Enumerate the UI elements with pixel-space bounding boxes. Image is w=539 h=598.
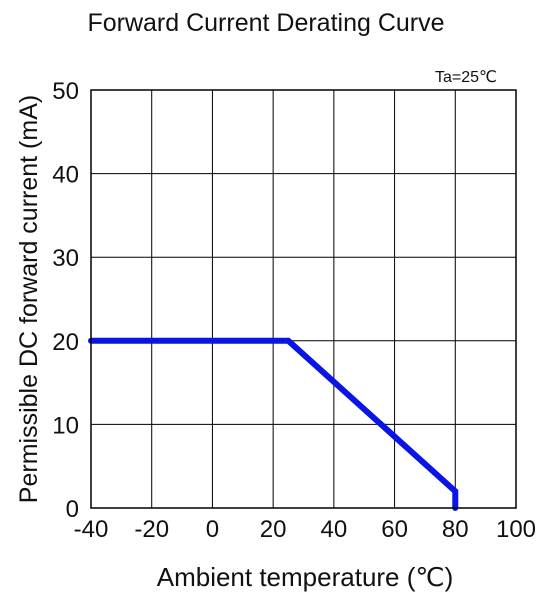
chart-title: Forward Current Derating Curve [87, 9, 444, 37]
x-tick-label: 0 [206, 516, 219, 543]
grid [91, 90, 516, 508]
y-tick-label: 10 [52, 412, 79, 439]
plot-frame [90, 89, 517, 509]
x-tick-label: 40 [321, 516, 348, 543]
y-tick-label: 30 [52, 245, 79, 272]
y-axis-label: Permissible DC forward current (mA) [15, 95, 43, 503]
derating-curve-line [88, 337, 459, 511]
series-layer [88, 337, 459, 511]
tick-labels: -40 -20 0 20 40 60 80 100 0 10 20 30 40 50 [52, 78, 536, 543]
x-tick-label: -40 [74, 516, 109, 543]
chart-annotation: Ta=25℃ [435, 69, 497, 86]
x-tick-label: 20 [260, 516, 287, 543]
x-axis-label: Ambient temperature (℃) [157, 562, 454, 592]
y-tick-label: 40 [52, 162, 79, 189]
y-tick-label: 0 [66, 496, 79, 523]
x-tick-label: 80 [442, 516, 469, 543]
y-tick-label: 20 [52, 329, 79, 356]
x-tick-label: -20 [134, 516, 169, 543]
x-tick-label: 60 [381, 516, 408, 543]
y-tick-label: 50 [52, 78, 79, 105]
x-tick-label: 100 [496, 516, 536, 543]
